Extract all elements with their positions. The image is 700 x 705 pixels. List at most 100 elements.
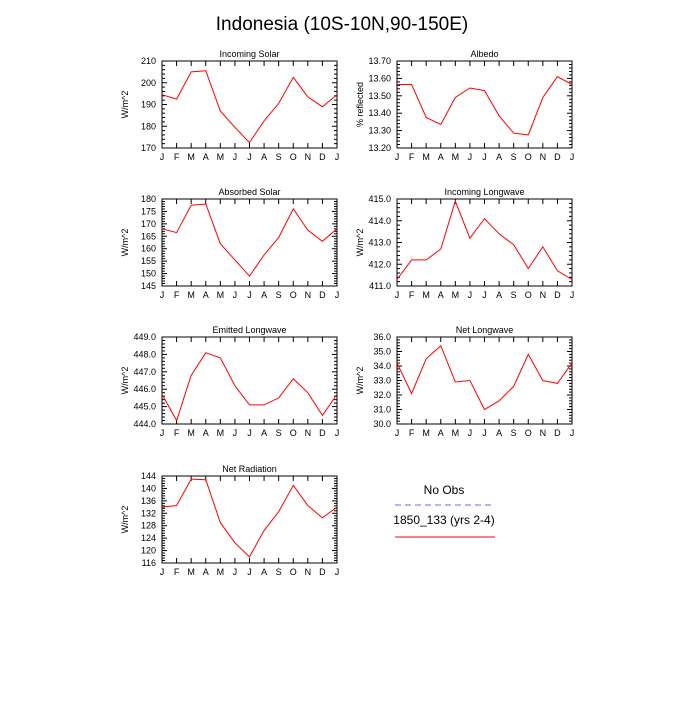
x-tick-label: J xyxy=(335,290,340,300)
x-tick-label: A xyxy=(261,152,267,162)
x-tick-label: A xyxy=(203,152,209,162)
x-tick-label: J xyxy=(468,428,473,438)
x-tick-label: F xyxy=(174,428,180,438)
panel-title: Incoming Longwave xyxy=(444,187,524,197)
y-tick-label: 415.0 xyxy=(368,194,391,204)
x-tick-label: J xyxy=(335,428,340,438)
y-tick-label: 120 xyxy=(141,546,156,556)
x-tick-label: S xyxy=(511,152,517,162)
y-tick-label: 128 xyxy=(141,521,156,531)
x-tick-label: M xyxy=(217,567,225,577)
series-line-emitted-longwave xyxy=(161,352,338,422)
x-tick-label: J xyxy=(395,290,400,300)
x-tick-label: N xyxy=(540,290,547,300)
x-tick-label: A xyxy=(261,428,267,438)
x-tick-label: D xyxy=(319,428,326,438)
legend-obs-label: No Obs xyxy=(424,483,465,497)
panel-frame xyxy=(161,198,338,287)
y-tick-label: 132 xyxy=(141,508,156,518)
x-tick-label: J xyxy=(468,290,473,300)
y-tick-label: 413.0 xyxy=(368,238,391,248)
x-tick-label: D xyxy=(554,290,561,300)
x-tick-label: J xyxy=(233,567,238,577)
y-tick-label: 30.0 xyxy=(373,419,391,429)
x-tick-label: M xyxy=(187,152,195,162)
x-tick-label: M xyxy=(422,290,430,300)
legend: No Obs 1850_133 (yrs 2-4) xyxy=(393,483,495,538)
x-tick-label: J xyxy=(247,428,252,438)
y-tick-label: 13.20 xyxy=(368,143,391,153)
x-tick-label: J xyxy=(160,152,165,162)
x-tick-label: F xyxy=(409,290,415,300)
series-line-absorbed-solar xyxy=(161,203,338,277)
x-tick-label: O xyxy=(290,152,297,162)
y-tick-label: 449.0 xyxy=(133,332,156,342)
x-tick-label: A xyxy=(496,290,502,300)
x-tick-label: A xyxy=(261,567,267,577)
x-tick-label: J xyxy=(160,428,165,438)
x-tick-label: J xyxy=(395,152,400,162)
panel-frame xyxy=(161,336,338,425)
x-tick-label: O xyxy=(290,567,297,577)
x-tick-label: M xyxy=(452,428,460,438)
y-tick-label: 136 xyxy=(141,496,156,506)
x-tick-label: N xyxy=(540,428,547,438)
x-tick-label: D xyxy=(319,290,326,300)
x-tick-label: S xyxy=(276,290,282,300)
legend-model-label: 1850_133 (yrs 2-4) xyxy=(393,513,494,527)
y-tick-label: 33.0 xyxy=(373,376,391,386)
x-tick-label: J xyxy=(482,428,487,438)
x-tick-label: A xyxy=(438,428,444,438)
x-tick-label: D xyxy=(554,152,561,162)
x-tick-label: O xyxy=(290,428,297,438)
x-tick-label: M xyxy=(217,428,225,438)
panel-frame xyxy=(396,60,573,149)
y-tick-label: 444.0 xyxy=(133,419,156,429)
y-tick-label: 155 xyxy=(141,256,156,266)
x-tick-label: A xyxy=(496,152,502,162)
y-tick-label: 180 xyxy=(141,194,156,204)
y-tick-label: 165 xyxy=(141,231,156,241)
y-tick-label: 446.0 xyxy=(133,384,156,394)
x-tick-label: J xyxy=(335,152,340,162)
panel-title: Net Radiation xyxy=(222,464,277,474)
y-tick-label: 448.0 xyxy=(133,349,156,359)
y-tick-label: 411.0 xyxy=(369,281,391,291)
x-tick-label: S xyxy=(276,428,282,438)
x-tick-label: A xyxy=(496,428,502,438)
y-tick-label: 13.50 xyxy=(368,91,391,101)
x-tick-label: J xyxy=(233,290,238,300)
series-line-net-radiation xyxy=(161,478,338,558)
y-tick-label: 144 xyxy=(141,471,156,481)
x-tick-label: N xyxy=(305,567,312,577)
x-tick-label: J xyxy=(482,152,487,162)
y-axis-label: W/m^2 xyxy=(120,506,130,534)
y-axis-label: % reflected xyxy=(355,82,365,127)
x-tick-label: M xyxy=(217,152,225,162)
series-line-incoming-solar xyxy=(161,70,338,144)
x-tick-label: J xyxy=(247,152,252,162)
x-tick-label: J xyxy=(247,290,252,300)
y-axis-label: W/m^2 xyxy=(355,229,365,257)
x-tick-label: A xyxy=(203,428,209,438)
x-tick-label: J xyxy=(482,290,487,300)
x-tick-label: J xyxy=(395,428,400,438)
x-tick-label: S xyxy=(511,428,517,438)
x-tick-label: S xyxy=(276,567,282,577)
y-tick-label: 34.0 xyxy=(373,361,391,371)
x-tick-label: J xyxy=(570,428,575,438)
series-line-net-longwave xyxy=(396,344,573,411)
x-tick-label: M xyxy=(422,428,430,438)
x-tick-label: J xyxy=(233,428,238,438)
x-tick-label: O xyxy=(525,428,532,438)
x-tick-label: M xyxy=(187,290,195,300)
panel-frame xyxy=(161,60,338,149)
x-tick-label: M xyxy=(452,290,460,300)
x-tick-label: J xyxy=(570,290,575,300)
y-tick-label: 145 xyxy=(141,281,156,291)
y-tick-label: 447.0 xyxy=(133,367,156,377)
x-tick-label: A xyxy=(203,290,209,300)
